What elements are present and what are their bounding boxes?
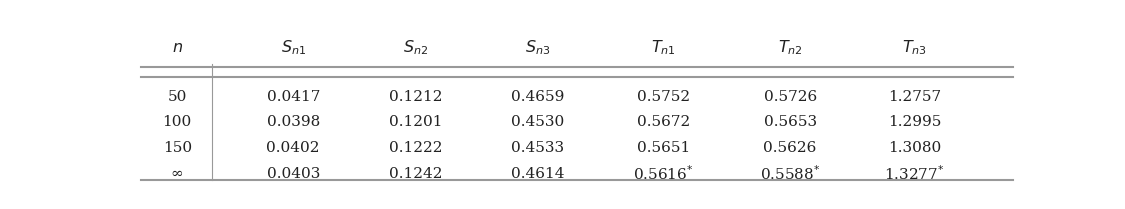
Text: $T_{n3}$: $T_{n3}$	[902, 38, 927, 57]
Text: 0.4659: 0.4659	[511, 90, 564, 104]
Text: 0.5726: 0.5726	[764, 90, 817, 104]
Text: $T_{n1}$: $T_{n1}$	[651, 38, 676, 57]
Text: 1.2757: 1.2757	[889, 90, 942, 104]
Text: 0.1212: 0.1212	[388, 90, 442, 104]
Text: 0.1242: 0.1242	[388, 167, 442, 181]
Text: 150: 150	[163, 141, 191, 155]
Text: $S_{n2}$: $S_{n2}$	[403, 38, 428, 57]
Text: 0.0403: 0.0403	[267, 167, 320, 181]
Text: 100: 100	[163, 115, 192, 129]
Text: ∞: ∞	[171, 167, 183, 181]
Text: $T_{n2}$: $T_{n2}$	[777, 38, 802, 57]
Text: 0.0417: 0.0417	[267, 90, 320, 104]
Text: 0.1222: 0.1222	[388, 141, 442, 155]
Text: 0.5626: 0.5626	[764, 141, 817, 155]
Text: 0.5588$^{*}$: 0.5588$^{*}$	[759, 165, 820, 183]
Text: 1.2995: 1.2995	[888, 115, 942, 129]
Text: 0.5653: 0.5653	[764, 115, 817, 129]
Text: 0.1201: 0.1201	[388, 115, 442, 129]
Text: 0.4530: 0.4530	[511, 115, 564, 129]
Text: $n$: $n$	[172, 39, 182, 56]
Text: 0.0402: 0.0402	[267, 141, 320, 155]
Text: 0.4533: 0.4533	[511, 141, 564, 155]
Text: 0.5752: 0.5752	[637, 90, 691, 104]
Text: 0.5651: 0.5651	[637, 141, 691, 155]
Text: 0.4614: 0.4614	[511, 167, 564, 181]
Text: 0.5672: 0.5672	[637, 115, 691, 129]
Text: 1.3080: 1.3080	[889, 141, 942, 155]
Text: 50: 50	[168, 90, 187, 104]
Text: $S_{n1}$: $S_{n1}$	[280, 38, 306, 57]
Text: $S_{n3}$: $S_{n3}$	[524, 38, 550, 57]
Text: 1.3277$^{*}$: 1.3277$^{*}$	[884, 165, 945, 183]
Text: 0.5616$^{*}$: 0.5616$^{*}$	[633, 165, 694, 183]
Text: 0.0398: 0.0398	[267, 115, 320, 129]
